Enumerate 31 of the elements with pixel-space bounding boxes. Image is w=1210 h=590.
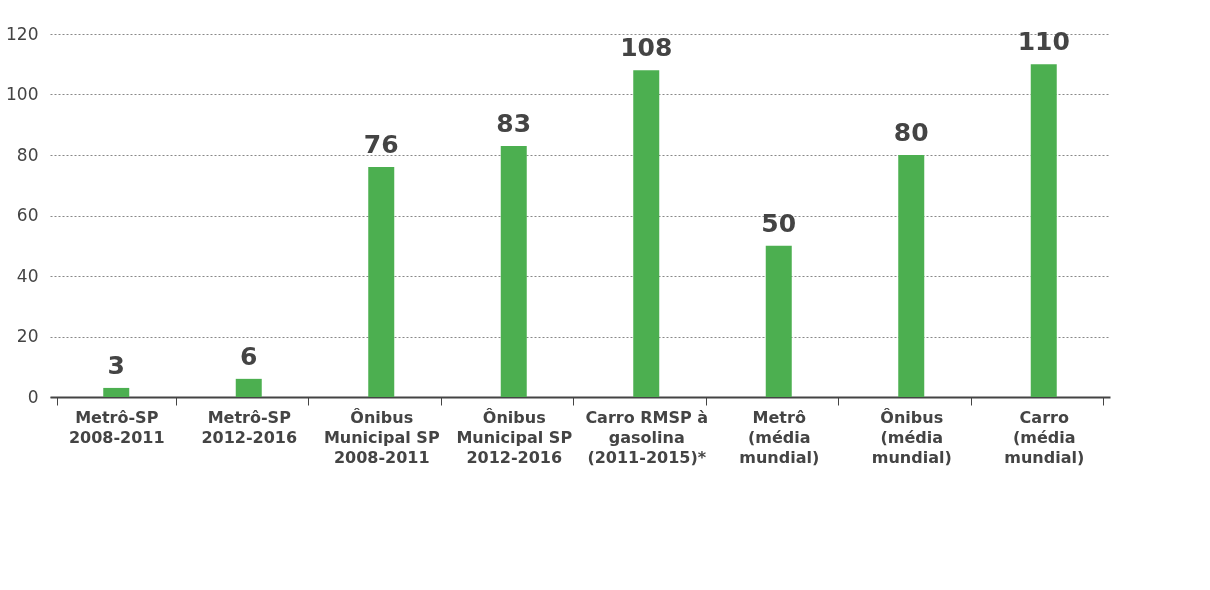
data-label: 108 bbox=[620, 33, 673, 63]
data-label: 80 bbox=[893, 118, 929, 147]
data-label: 83 bbox=[496, 108, 532, 138]
data-label: 76 bbox=[363, 130, 399, 160]
x-tick-label: Metrô-SP 2012-2016 bbox=[201, 407, 298, 447]
y-tick-label: 100 bbox=[6, 84, 39, 104]
y-tick-label: 60 bbox=[16, 205, 39, 225]
bar bbox=[765, 245, 792, 397]
data-label: 50 bbox=[761, 208, 797, 238]
x-tick-label: Ônibus Municipal SP 2008-2011 bbox=[323, 407, 440, 467]
y-tick-label: 80 bbox=[16, 144, 39, 165]
bar bbox=[898, 155, 925, 397]
data-label: 3 bbox=[107, 350, 125, 380]
data-label: 110 bbox=[1017, 27, 1070, 57]
data-label: 6 bbox=[240, 341, 258, 371]
bar bbox=[235, 378, 262, 397]
x-tick-label: Carro RMSP à gasolina (2011-2015)* bbox=[585, 407, 709, 467]
bar bbox=[633, 70, 660, 397]
y-tick-label: 0 bbox=[27, 386, 39, 407]
y-tick-label: 40 bbox=[16, 265, 39, 286]
x-tick-label: Ônibus Municipal SP 2012-2016 bbox=[456, 407, 573, 467]
bar bbox=[500, 145, 527, 397]
x-tick-label: Ônibus (média mundial) bbox=[871, 407, 952, 467]
bar bbox=[103, 387, 130, 397]
x-tick-label: Metrô-SP 2008-2011 bbox=[68, 407, 165, 447]
bar bbox=[1030, 64, 1057, 397]
x-tick-label: Metrô (média mundial) bbox=[739, 407, 820, 467]
y-tick-label: 20 bbox=[16, 326, 39, 346]
bar bbox=[368, 167, 395, 397]
y-tick-label: 120 bbox=[6, 23, 39, 44]
x-tick-label: Carro (média mundial) bbox=[1004, 407, 1085, 467]
